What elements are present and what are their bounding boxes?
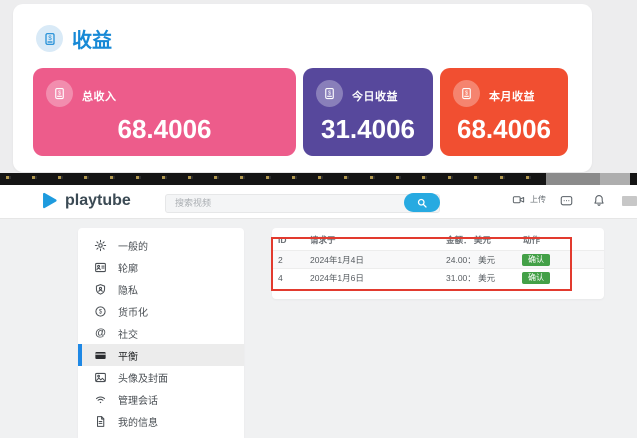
confirm-button[interactable]: 确认 bbox=[522, 254, 550, 266]
cell-amount: 24.00： 美元 bbox=[446, 255, 496, 265]
confirm-button[interactable]: 确认 bbox=[522, 272, 550, 284]
cell-id: 4 bbox=[278, 273, 283, 283]
sidebar-item-avatar-cover[interactable]: 头像及封面 bbox=[78, 366, 244, 388]
messages-button[interactable] bbox=[559, 194, 574, 208]
card-value: 31.4006 bbox=[321, 114, 415, 144]
sidebar-item-balance[interactable]: 平衡 bbox=[78, 344, 244, 366]
gear-icon bbox=[94, 239, 107, 252]
today-earnings-card: $ 今日收益 31.4006 bbox=[303, 68, 433, 156]
header-action: 动作 bbox=[523, 235, 541, 245]
card-value: 68.4006 bbox=[457, 114, 551, 144]
card-label: 总收入 bbox=[82, 91, 117, 103]
at-icon: @ bbox=[95, 326, 106, 339]
chat-icon bbox=[560, 196, 573, 206]
cell-id: 2 bbox=[278, 255, 283, 265]
money-file-icon: $ bbox=[316, 80, 343, 107]
cell-amount: 31.00： 美元 bbox=[446, 273, 496, 283]
play-icon bbox=[43, 192, 57, 209]
sidebar-item-label: 社交 bbox=[118, 329, 138, 341]
earnings-title: 收益 bbox=[72, 30, 112, 52]
total-income-card: $ 总收入 68.4006 bbox=[33, 68, 296, 156]
sidebar-item-label: 一般的 bbox=[118, 241, 148, 253]
sidebar-item-label: 货币化 bbox=[118, 307, 148, 319]
wifi-sessions-icon bbox=[94, 393, 107, 406]
search-icon bbox=[417, 198, 427, 208]
tab-strip-specks bbox=[6, 176, 536, 179]
browser-tab-strip bbox=[0, 173, 637, 185]
sidebar-item-profile[interactable]: 轮廓 bbox=[78, 256, 244, 278]
card-value: 68.4006 bbox=[117, 114, 212, 144]
document-icon bbox=[94, 415, 107, 428]
search-input[interactable] bbox=[165, 193, 440, 213]
sidebar-item-monetization[interactable]: $ 货币化 bbox=[78, 300, 244, 322]
svg-text:$: $ bbox=[99, 309, 103, 315]
settings-sidebar: 一般的 轮廓 隐私 $ 货币化 bbox=[78, 228, 244, 438]
sidebar-item-privacy[interactable]: 隐私 bbox=[78, 278, 244, 300]
upload-label: 上传 bbox=[530, 195, 546, 204]
notifications-button[interactable] bbox=[592, 193, 606, 208]
sidebar-item-label: 轮廓 bbox=[118, 263, 138, 275]
earnings-panel: $ 收益 $ 总收入 68.4006 $ 今日收益 31.4006 bbox=[13, 4, 592, 172]
monetization-icon: $ bbox=[94, 305, 107, 318]
month-earnings-card: $ 本月收益 68.4006 bbox=[440, 68, 568, 156]
upload-video-button[interactable]: 上传 bbox=[511, 193, 546, 206]
profile-icon bbox=[94, 261, 107, 274]
card-label: 本月收益 bbox=[489, 91, 535, 103]
sidebar-item-sessions[interactable]: 管理会话 bbox=[78, 388, 244, 410]
logo-text: playtube bbox=[65, 191, 131, 209]
svg-text:$: $ bbox=[48, 36, 52, 42]
bell-icon bbox=[594, 195, 604, 206]
sidebar-item-my-information[interactable]: 我的信息 bbox=[78, 410, 244, 432]
sidebar-item-label: 隐私 bbox=[118, 285, 138, 297]
credit-card-icon bbox=[94, 349, 107, 362]
money-file-icon: $ bbox=[453, 80, 480, 107]
tab-strip-light-segment bbox=[600, 173, 630, 185]
header-amount: 金额： 美元 bbox=[446, 235, 491, 245]
sidebar-item-general[interactable]: 一般的 bbox=[78, 234, 244, 256]
header-id: ID bbox=[278, 235, 287, 245]
search-bar bbox=[165, 193, 440, 213]
table-row: 4 2024年1月6日 31.00： 美元 确认 bbox=[272, 268, 604, 287]
money-file-icon: $ bbox=[46, 80, 73, 107]
sidebar-item-label: 我的信息 bbox=[118, 417, 158, 429]
svg-text:$: $ bbox=[58, 90, 62, 96]
header-requested-on: 请求于 bbox=[310, 235, 336, 245]
svg-text:$: $ bbox=[328, 90, 332, 96]
playtube-logo[interactable]: playtube bbox=[38, 190, 131, 211]
cell-requested-on: 2024年1月6日 bbox=[310, 273, 364, 283]
table-row: 2 2024年1月4日 24.00： 美元 确认 bbox=[272, 250, 604, 269]
svg-text:$: $ bbox=[465, 90, 469, 96]
search-button[interactable] bbox=[404, 193, 440, 212]
image-icon bbox=[94, 371, 107, 384]
sidebar-item-label: 管理会话 bbox=[118, 395, 158, 407]
sidebar-item-label: 平衡 bbox=[118, 351, 138, 363]
earnings-header: $ 收益 bbox=[36, 24, 112, 53]
earnings-icon: $ bbox=[36, 25, 63, 52]
table-header-row: ID 请求于 金额： 美元 动作 bbox=[272, 233, 604, 247]
cutoff-element bbox=[622, 196, 637, 206]
cell-requested-on: 2024年1月4日 bbox=[310, 255, 364, 265]
playtube-header: playtube 上传 bbox=[0, 185, 637, 219]
withdrawal-requests-card: ID 请求于 金额： 美元 动作 2 2024年1月4日 24.00： 美元 确… bbox=[272, 228, 604, 299]
sidebar-item-social[interactable]: @ 社交 bbox=[78, 322, 244, 344]
card-label: 今日收益 bbox=[352, 91, 398, 103]
privacy-shield-icon bbox=[94, 283, 107, 296]
sidebar-item-label: 头像及封面 bbox=[118, 373, 168, 385]
camcorder-icon bbox=[512, 196, 525, 204]
